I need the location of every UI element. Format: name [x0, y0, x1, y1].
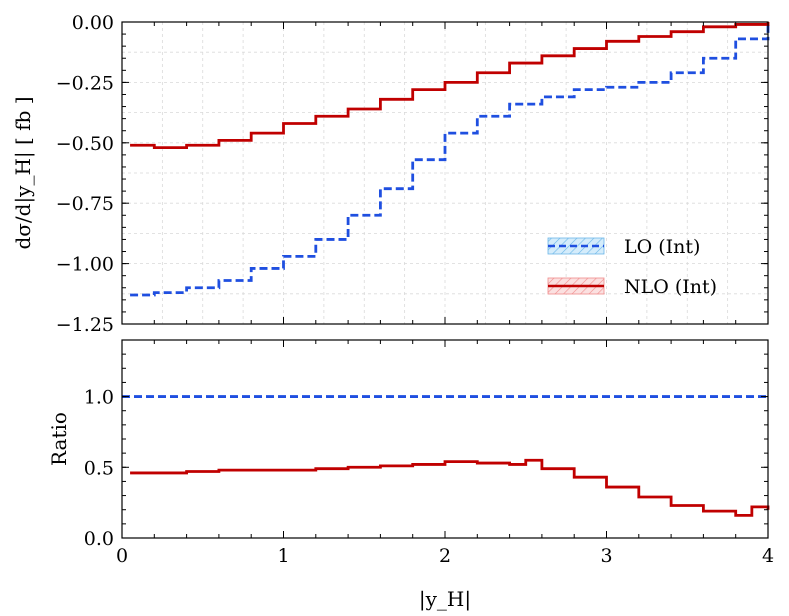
legend-label-lo: LO (Int) — [624, 236, 700, 258]
ratio-y-tick-labels: 1.0 0.5 0.0 — [84, 387, 114, 550]
x-tick-label: 0 — [116, 545, 128, 567]
main-series-1 — [130, 22, 770, 150]
main-series-0 — [130, 24, 770, 297]
x-axis-label: |y_H| — [419, 587, 471, 612]
x-tick-label: 3 — [600, 545, 612, 567]
main-y-axis-label: dσ/d|y_H| [ fb ] — [11, 96, 36, 249]
ratio-series-1 — [130, 458, 770, 517]
y-tick-label: 0.0 — [84, 528, 114, 550]
ratio-ticks — [121, 339, 769, 539]
y-tick-label: −1.25 — [56, 314, 114, 336]
y-tick-label: −0.25 — [56, 72, 114, 94]
y-tick-label: 0.00 — [72, 12, 114, 34]
y-tick-label: −0.75 — [56, 193, 114, 215]
ratio-series — [122, 395, 770, 517]
legend-label-nlo: NLO (Int) — [624, 276, 717, 298]
y-tick-label: −0.50 — [56, 133, 114, 155]
x-tick-labels: 0 1 2 3 4 — [116, 545, 774, 567]
main-y-tick-labels: 0.00 −0.25 −0.50 −0.75 −1.00 −1.25 — [56, 12, 114, 336]
ratio-plot-frame — [121, 339, 769, 539]
ratio-y-axis-label: Ratio — [47, 412, 71, 466]
y-tick-label: −1.00 — [56, 254, 114, 276]
x-tick-label: 4 — [762, 545, 774, 567]
x-tick-label: 1 — [277, 545, 289, 567]
legend: LO (Int) NLO (Int) — [547, 236, 717, 298]
x-tick-label: 2 — [439, 545, 451, 567]
main-ticks — [121, 21, 769, 325]
y-tick-label: 1.0 — [84, 387, 114, 409]
y-tick-label: 0.5 — [84, 457, 114, 479]
main-series — [130, 22, 770, 297]
